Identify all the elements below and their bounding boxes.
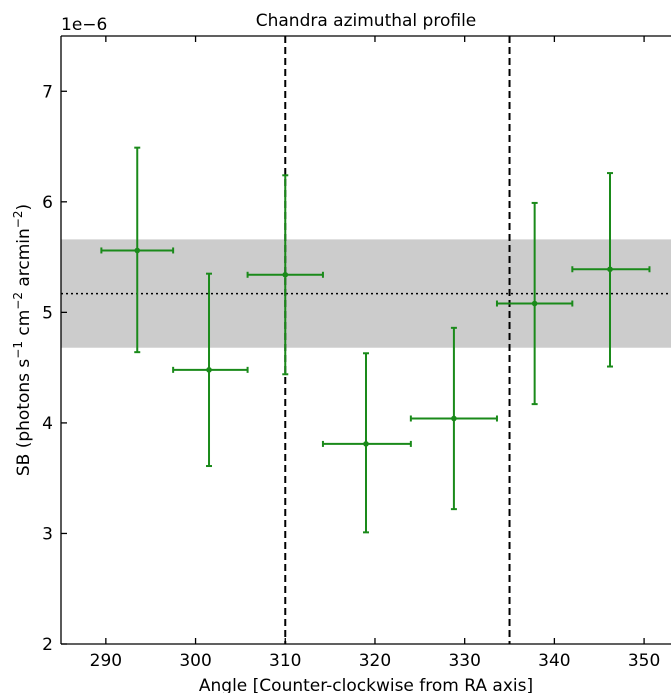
data-point-6 <box>495 201 574 406</box>
x-tick-label: 300 <box>179 651 211 671</box>
x-axis-title: Angle [Counter-clockwise from RA axis] <box>199 676 533 693</box>
data-marker <box>451 415 457 422</box>
y-axis-title-superscript: −1 <box>11 341 25 359</box>
x-tick-label: 350 <box>628 651 660 671</box>
y-tick-label: 7 <box>42 82 53 102</box>
y-offset-label: 1e−6 <box>61 15 107 35</box>
y-tick-label: 5 <box>42 303 53 323</box>
data-marker <box>363 441 369 447</box>
data-marker <box>531 300 538 307</box>
y-tick-label: 4 <box>42 414 53 434</box>
y-tick-label: 3 <box>42 524 53 544</box>
data-point-1 <box>100 146 175 354</box>
data-point-7 <box>571 172 651 368</box>
data-marker <box>134 247 141 254</box>
y-axis-title-part: ) <box>14 204 34 211</box>
x-tick-label: 310 <box>269 651 301 671</box>
y-axis-title-part: SB (photons s <box>14 359 34 477</box>
y-axis-title-superscript: −2 <box>11 292 25 310</box>
x-tick-label: 330 <box>448 651 480 671</box>
y-axis-title-superscript: −2 <box>11 210 25 228</box>
y-tick-label: 2 <box>42 635 53 655</box>
data-point-3 <box>246 174 324 376</box>
chart-title: Chandra azimuthal profile <box>256 11 477 31</box>
x-tick-label: 320 <box>359 651 391 671</box>
y-tick-label: 6 <box>42 193 53 213</box>
data-point-4 <box>321 352 412 534</box>
y-axis-title-part: cm <box>14 310 34 341</box>
data-point-2 <box>172 272 249 468</box>
data-point-5 <box>409 326 498 511</box>
y-axis-title-part: arcmin <box>14 228 34 292</box>
data-marker <box>607 266 613 273</box>
y-axis-title: SB (photons s−1 cm−2 arcmin−2) <box>11 204 34 476</box>
x-tick-label: 290 <box>90 651 122 671</box>
data-marker <box>206 367 212 373</box>
data-marker <box>282 271 289 278</box>
x-tick-label: 340 <box>538 651 570 671</box>
